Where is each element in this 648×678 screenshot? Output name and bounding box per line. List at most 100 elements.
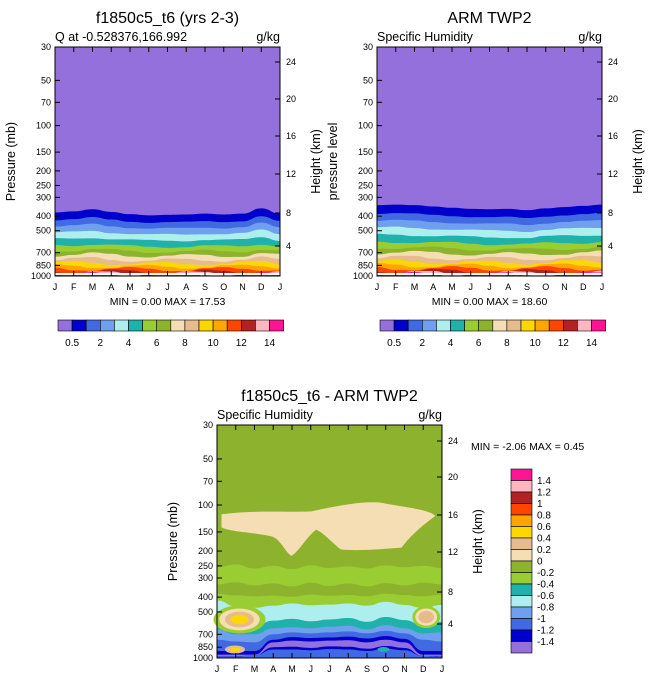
y-tick-label: 700 [198, 629, 213, 639]
y-tick-label: 250 [198, 561, 213, 571]
x-tick-label: N [561, 282, 568, 292]
diff-colorbar-swatch [510, 595, 533, 608]
x-tick-label: J [469, 282, 474, 292]
colorbar-label: 0.5 [387, 338, 401, 349]
x-tick-label: D [258, 282, 265, 292]
colorbar-swatch [379, 319, 395, 332]
x-tick-label: M [448, 282, 456, 292]
colorbar-swatch [156, 319, 172, 332]
x-tick-label: M [411, 282, 419, 292]
y-tick-label: 150 [198, 527, 213, 537]
colorbar-swatch [407, 319, 423, 332]
chart-title: f1850c5_t6 (yrs 2-3) [96, 10, 239, 27]
colorbar-swatch [548, 319, 564, 332]
diff-colorbar-swatch [510, 629, 533, 642]
colorbar-swatch [492, 319, 508, 332]
colorbar-swatch [520, 319, 536, 332]
y-axis-label: Pressure (mb) [166, 502, 180, 581]
height-tick-label: 8 [608, 208, 613, 218]
colorbar-swatch [269, 319, 284, 332]
y-tick-label: 1000 [31, 271, 51, 281]
diff-colorbar-label: -0.8 [537, 603, 555, 614]
diff-colorbar-swatch [510, 641, 533, 654]
min-max-label: MIN = 0.00 MAX = 18.60 [432, 296, 548, 308]
colorbar-label: 10 [208, 338, 220, 349]
x-tick-label: J [327, 664, 332, 674]
y-tick-label: 70 [363, 97, 373, 107]
y-axis-label: pressure level [326, 123, 340, 201]
colorbar-label: 2 [420, 338, 426, 349]
diff-colorbar-swatch [510, 526, 533, 539]
x-tick-label: S [524, 282, 530, 292]
colorbar-swatch [506, 319, 522, 332]
x-tick-label: O [382, 664, 389, 674]
y-tick-label: 850 [358, 260, 373, 270]
min-max-label: MIN = 0.00 MAX = 17.53 [110, 296, 226, 308]
x-tick-label: F [233, 664, 239, 674]
y-tick-label: 200 [36, 166, 51, 176]
x-tick-label: D [420, 664, 427, 674]
diff-colorbar-label: 0.6 [537, 522, 551, 533]
chart-left-label: Q at -0.528376,166.992 [55, 30, 187, 44]
y-tick-label: 500 [358, 226, 373, 236]
y-tick-label: 700 [36, 248, 51, 258]
diff-colorbar-label: 1 [537, 499, 543, 510]
height-tick-label: 24 [608, 57, 618, 67]
diff-colorbar-swatch [510, 491, 533, 504]
x-tick-label: J [53, 282, 58, 292]
height-tick-label: 8 [286, 208, 291, 218]
colorbar-label: 4 [126, 338, 132, 349]
negative-anomaly-core [217, 639, 442, 657]
colorbar-swatch [57, 319, 73, 332]
y-tick-label: 250 [36, 180, 51, 190]
colorbar-swatch [534, 319, 550, 332]
x-tick-label: J [440, 664, 445, 674]
y-tick-label: 50 [363, 75, 373, 85]
x-tick-label: M [89, 282, 97, 292]
y-tick-label: 300 [358, 192, 373, 202]
y-tick-label: 100 [36, 121, 51, 131]
chart-title: ARM TWP2 [447, 10, 531, 27]
x-tick-label: A [183, 282, 189, 292]
x-tick-label: J [165, 282, 170, 292]
colorbar-swatch [478, 319, 494, 332]
x-tick-label: A [345, 664, 351, 674]
x-tick-label: N [401, 664, 408, 674]
y-tick-label: 200 [358, 166, 373, 176]
height-tick-label: 20 [286, 94, 296, 104]
x-tick-label: A [430, 282, 436, 292]
diff-colorbar-label: -0.2 [537, 568, 555, 579]
x-tick-label: O [542, 282, 549, 292]
positive-anomaly-eye [230, 647, 240, 652]
x-tick-label: J [487, 282, 492, 292]
colorbar-swatch [170, 319, 186, 332]
height-tick-label: 16 [448, 510, 458, 520]
colorbar-swatch [421, 319, 437, 332]
height-tick-label: 4 [448, 619, 453, 629]
x-tick-label: F [393, 282, 399, 292]
colorbar-label: 2 [98, 338, 104, 349]
negative-anomaly-eye [377, 647, 390, 653]
colorbar-label: 4 [448, 338, 454, 349]
height-tick-label: 8 [448, 587, 453, 597]
y-tick-label: 100 [358, 121, 373, 131]
y-tick-label: 500 [36, 226, 51, 236]
x-tick-label: M [288, 664, 296, 674]
min-max-label: MIN = -2.06 MAX = 0.45 [471, 441, 584, 453]
y-tick-label: 30 [41, 42, 51, 52]
y-tick-label: 300 [36, 192, 51, 202]
chart-units-label: g/kg [256, 30, 280, 44]
y-axis-label: Pressure (mb) [4, 122, 18, 201]
x-tick-label: J [600, 282, 605, 292]
colorbar-swatch [212, 319, 228, 332]
colorbar-label: 12 [236, 338, 248, 349]
height-tick-label: 16 [286, 131, 296, 141]
diff-colorbar-label: -0.4 [537, 580, 555, 591]
y-tick-label: 200 [198, 546, 213, 556]
colorbar-swatch [241, 319, 256, 332]
colorbar-label: 12 [558, 338, 570, 349]
y-tick-label: 50 [203, 454, 213, 464]
diff-colorbar-label: -1.4 [537, 637, 555, 648]
